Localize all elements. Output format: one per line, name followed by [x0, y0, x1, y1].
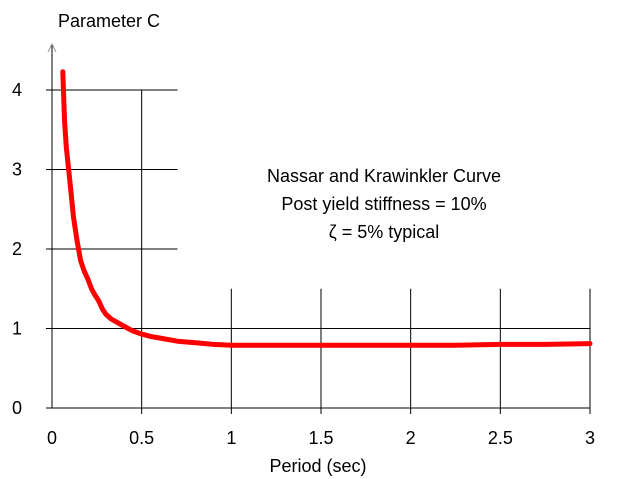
- y-tick-label: 3: [12, 160, 22, 180]
- series-line: [60, 69, 593, 348]
- x-tick-label: 0: [47, 428, 57, 448]
- y-axis-arrow-icon: [47, 42, 57, 53]
- x-tick-label: 2: [406, 428, 416, 448]
- axes: [46, 42, 590, 409]
- x-axis-title: Period (sec): [269, 456, 366, 476]
- y-axis-title: Parameter C: [58, 11, 160, 31]
- annotation-line-3: ζ = 5% typical: [329, 222, 440, 242]
- x-tick-label: 3: [585, 428, 595, 448]
- x-tick-label: 0.5: [129, 428, 154, 448]
- y-tick-label: 2: [12, 239, 22, 259]
- x-tick-label: 1: [226, 428, 236, 448]
- annotation-line-2: Post yield stiffness = 10%: [281, 194, 486, 214]
- tick-labels: 0 0.5 1 1.5 2 2.5 3 0 1 2 3 4: [12, 80, 595, 448]
- x-tick-label: 2.5: [488, 428, 513, 448]
- y-tick-label: 0: [12, 398, 22, 418]
- series-group: [60, 69, 593, 348]
- y-tick-label: 4: [12, 80, 22, 100]
- grid-lines: [46, 89, 591, 414]
- x-tick-label: 1.5: [308, 428, 333, 448]
- annotation-line-1: Nassar and Krawinkler Curve: [267, 166, 501, 186]
- y-tick-label: 1: [12, 319, 22, 339]
